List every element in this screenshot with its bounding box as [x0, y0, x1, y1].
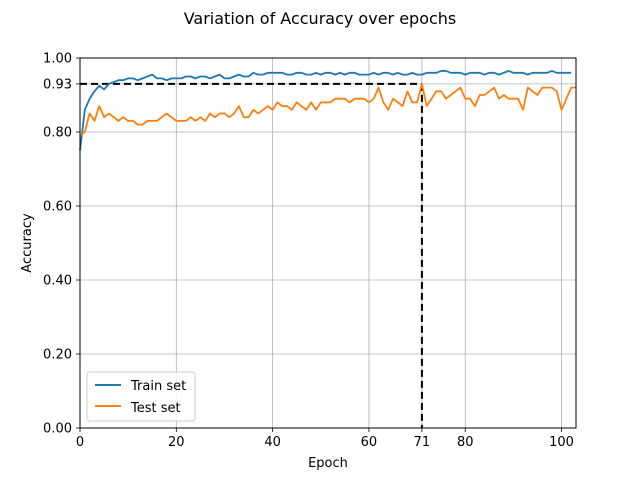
x-tick-label: 0 — [76, 435, 84, 450]
series-lines — [79, 70, 576, 151]
y-tick-label: 0.20 — [43, 348, 72, 363]
x-tick-label: 80 — [457, 435, 474, 450]
legend-label-train: Train set — [130, 379, 186, 394]
x-axis-label: Epoch — [308, 456, 348, 471]
legend-label-test: Test set — [130, 401, 181, 416]
y-axis-label: Accuracy — [20, 213, 35, 273]
legend: Train set Test set — [86, 371, 196, 422]
reference-lines — [80, 82, 423, 428]
x-tick-label: 20 — [168, 435, 185, 450]
x-tick-label: 100 — [549, 435, 574, 450]
x-tick-label: 71 — [414, 435, 431, 450]
chart-title: Variation of Accuracy over epochs — [184, 9, 457, 28]
y-tick-label: 0.40 — [43, 274, 72, 289]
y-tick-label: 0.93 — [43, 77, 72, 92]
y-tick-label: 0.80 — [43, 126, 72, 141]
y-tick-label: 1.00 — [43, 52, 72, 67]
test-set-line — [79, 83, 576, 137]
x-tick-label: 60 — [361, 435, 378, 450]
plot-frame — [79, 57, 577, 429]
x-tick-label: 40 — [264, 435, 281, 450]
train-set-line — [79, 70, 572, 151]
y-tick-label: 0.00 — [43, 422, 72, 437]
axis-ticks: 0 20 40 60 71 80 100 0.00 0.20 0.40 0.60 0.80 0.93 1.… — [43, 52, 574, 451]
y-tick-label: 0.60 — [43, 200, 72, 215]
